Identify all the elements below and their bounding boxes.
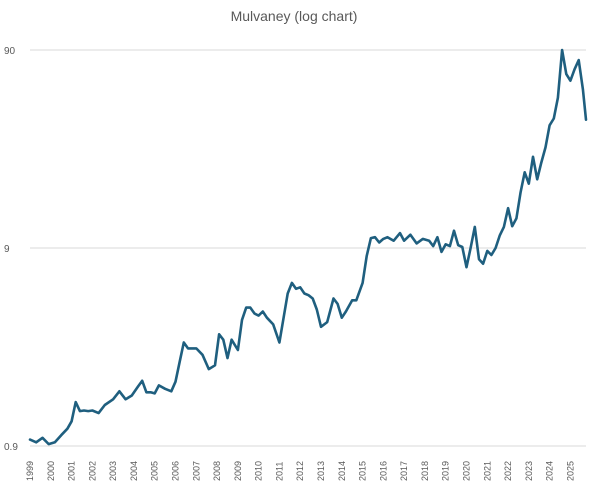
y-tick-label: 90: [4, 46, 16, 57]
gridlines: [30, 49, 586, 447]
x-axis-tick-labels: 1999 2000 2001 2002 2003 2004 2005 2006 2007 2008…: [25, 461, 575, 481]
x-tick-label: 2000: [46, 461, 56, 481]
x-tick-label: 2012: [295, 461, 305, 481]
x-tick-label: 2017: [399, 461, 409, 481]
x-tick-label: 2025: [565, 461, 575, 481]
x-tick-label: 2022: [503, 461, 513, 481]
x-tick-label: 2002: [87, 461, 97, 481]
x-tick-label: 2013: [316, 461, 326, 481]
y-tick-label: 9: [4, 244, 10, 255]
x-tick-label: 2007: [191, 461, 201, 481]
x-tick-label: 2016: [378, 461, 388, 481]
series-line: [28, 48, 588, 446]
x-tick-label: 2024: [545, 461, 555, 481]
x-tick-label: 2001: [67, 461, 77, 481]
chart-title: Mulvaney (log chart): [231, 8, 358, 24]
y-axis-tick-labels: 0.9 9 90: [4, 46, 18, 453]
x-tick-label: 2021: [482, 461, 492, 481]
x-tick-label: 2014: [337, 461, 347, 481]
x-tick-label: 2004: [129, 461, 139, 481]
x-tick-label: 2005: [150, 461, 160, 481]
x-tick-label: 2020: [461, 461, 471, 481]
x-tick-label: 2009: [233, 461, 243, 481]
x-tick-label: 2023: [524, 461, 534, 481]
x-tick-label: 2006: [170, 461, 180, 481]
x-tick-label: 2015: [358, 461, 368, 481]
x-tick-label: 2018: [420, 461, 430, 481]
x-tick-label: 2010: [254, 461, 264, 481]
x-tick-label: 1999: [25, 461, 35, 481]
series-layer: [28, 48, 588, 446]
x-tick-label: 2019: [441, 461, 451, 481]
y-tick-label: 0.9: [4, 442, 18, 453]
x-tick-label: 2003: [108, 461, 118, 481]
x-tick-label: 2008: [212, 461, 222, 481]
x-tick-label: 2011: [274, 462, 284, 481]
